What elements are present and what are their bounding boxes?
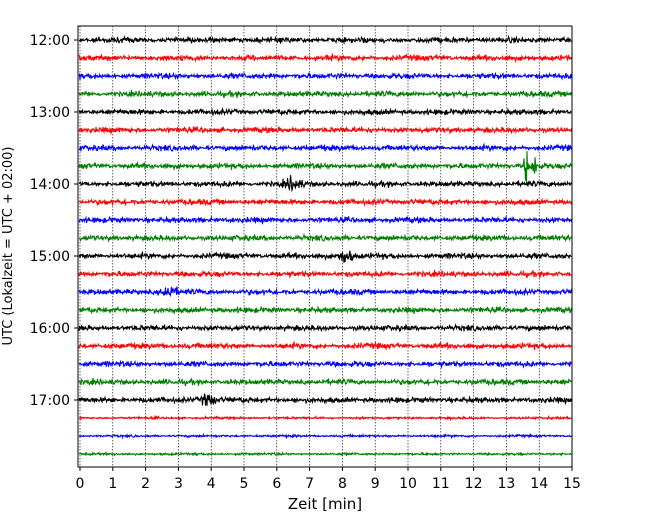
x-tick-label: 15 xyxy=(563,476,581,492)
x-tick-label: 3 xyxy=(174,476,183,492)
seismogram-trace-1230 xyxy=(78,71,573,81)
x-axis-label: Zeit [min] xyxy=(288,495,362,513)
seismogram-trace-1500 xyxy=(78,250,572,263)
x-tick-label: 2 xyxy=(141,476,150,492)
seismogram-trace-1245 xyxy=(78,89,573,99)
seismogram-trace-1345 xyxy=(78,151,572,183)
seismogram-trace-1215 xyxy=(78,52,573,64)
seismogram-trace-1330 xyxy=(78,142,573,153)
seismogram-trace-1630 xyxy=(78,359,572,369)
x-tick-label: 8 xyxy=(338,476,347,492)
seismogram-trace-1200 xyxy=(78,34,572,45)
x-tick-label: 0 xyxy=(76,476,85,492)
seismogram-trace-1430 xyxy=(78,215,573,226)
x-tick-label: 1 xyxy=(108,476,117,492)
plot-frame xyxy=(77,25,573,468)
x-tick-label: 5 xyxy=(240,476,249,492)
y-tick-label: 17:00 xyxy=(30,393,70,409)
x-axis: 0 1 2 3 4 5 6 7 8 9 10 11 12 13 14 15 xyxy=(76,467,581,492)
seismogram-trace-1715 xyxy=(78,414,572,422)
seismogram-trace-1515 xyxy=(78,269,572,279)
seismogram-trace-1700 xyxy=(78,393,573,406)
x-tick-label: 6 xyxy=(272,476,281,492)
grid-lines xyxy=(79,26,573,467)
y-tick-label: 14:00 xyxy=(30,177,70,193)
y-tick-label: 16:00 xyxy=(30,321,70,337)
seismogram-trace-1300 xyxy=(78,106,572,117)
y-tick-label: 12:00 xyxy=(30,33,70,49)
seismogram-trace-1645 xyxy=(78,377,572,387)
x-tick-label: 10 xyxy=(399,476,417,492)
y-axis-label: UTC (Lokalzeit = UTC + 02:00) xyxy=(1,147,16,346)
x-tick-label: 4 xyxy=(207,476,216,492)
y-tick-label: 15:00 xyxy=(30,249,70,265)
seismogram-trace-1600 xyxy=(78,322,572,333)
x-tick-label: 13 xyxy=(497,476,515,492)
seismogram-trace-1445 xyxy=(78,232,572,243)
seismogram-trace-1415 xyxy=(78,197,573,207)
seismogram-trace-1315 xyxy=(78,125,573,136)
x-tick-label: 7 xyxy=(305,476,314,492)
x-tick-label: 12 xyxy=(465,476,483,492)
x-tick-label: 14 xyxy=(530,476,548,492)
seismogram-trace-1745 xyxy=(78,451,572,457)
seismogram-trace-1545 xyxy=(78,305,573,316)
y-axis: 12:00 13:00 14:00 15:00 16:00 17:00 xyxy=(30,33,78,409)
seismogram-trace-1400 xyxy=(78,175,573,193)
y-tick-label: 13:00 xyxy=(30,105,70,121)
seismogram-trace-1530 xyxy=(78,286,573,298)
trace-group xyxy=(78,34,573,457)
x-tick-label: 9 xyxy=(371,476,380,492)
seismogram-trace-1615 xyxy=(78,340,572,351)
seismogram-trace-1730 xyxy=(78,432,572,440)
x-tick-label: 11 xyxy=(432,476,450,492)
